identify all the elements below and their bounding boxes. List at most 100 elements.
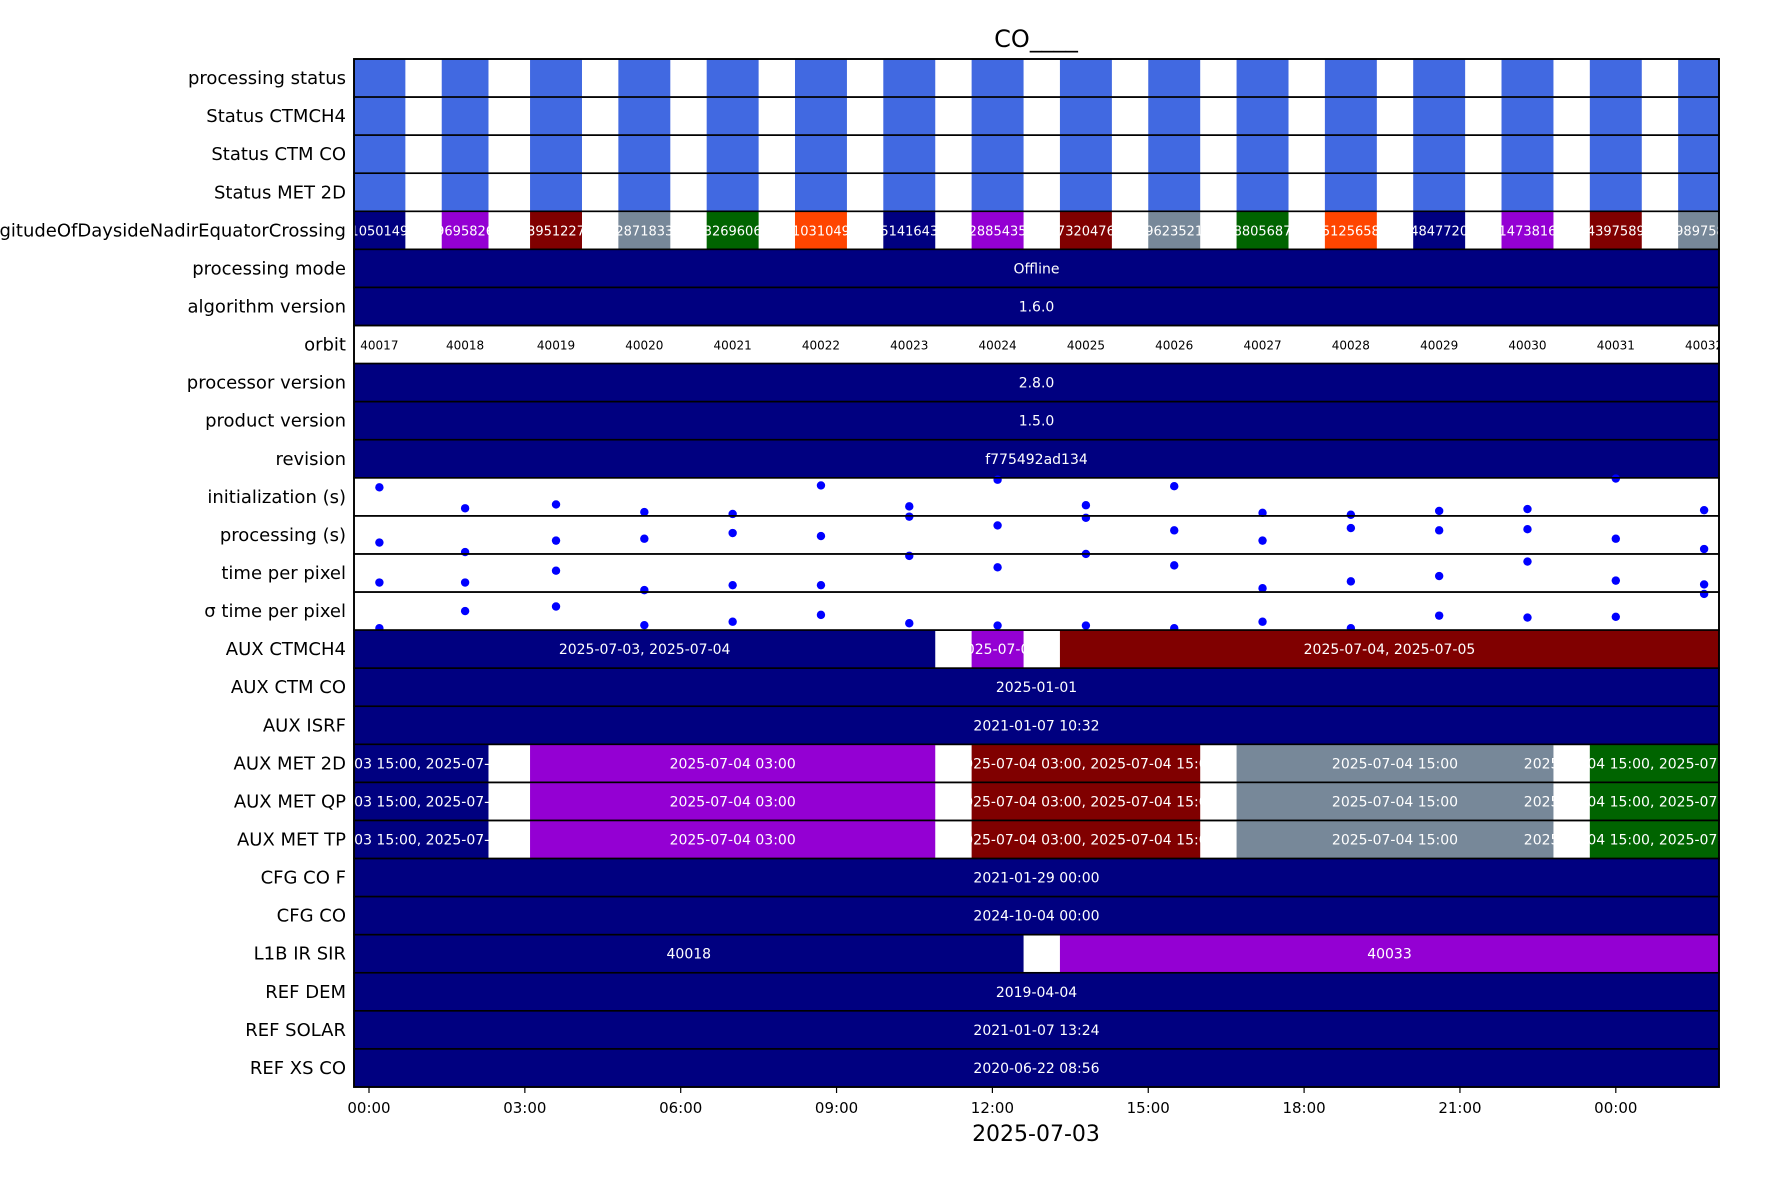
status-bar	[530, 97, 582, 136]
row-22: 2024-10-04 00:00	[353, 895, 1720, 936]
row-3	[353, 172, 1720, 213]
row-12	[353, 512, 1720, 557]
orbit-label: 40025	[1067, 339, 1105, 353]
row-label: AUX MET TP	[237, 830, 346, 851]
segment-bar	[1589, 744, 1719, 783]
row-label: product version	[205, 411, 346, 432]
status-bar	[1589, 173, 1642, 212]
status-bar	[1236, 59, 1289, 98]
segment-bar	[971, 744, 1201, 783]
segment-bar	[354, 1048, 1719, 1087]
segment-label: 2021-01-29 00:00	[973, 871, 1099, 887]
scatter-point	[816, 580, 826, 590]
segment-bar	[354, 896, 1719, 935]
status-bar	[1589, 135, 1642, 174]
segment-bar	[530, 744, 936, 783]
row-25: 2021-01-07 13:24	[353, 1010, 1720, 1050]
segment-label: 2025-07-04 15:00, 2025-07-05 03:00	[1524, 794, 1771, 810]
status-bar	[1324, 173, 1377, 212]
orbit-label: 40020	[625, 339, 663, 353]
segment-bar	[354, 744, 489, 783]
row-frame	[353, 591, 1720, 631]
status-bar	[1236, 97, 1289, 136]
scatter-point	[728, 509, 737, 519]
scatter-point	[1611, 576, 1621, 585]
x-tick-label: 09:00	[815, 1099, 858, 1117]
scatter-point	[1081, 513, 1091, 522]
row-label: AUX CTM CO	[231, 677, 346, 698]
row-9: 1.5.0	[353, 400, 1720, 441]
segment-label: 2025-01-01	[996, 680, 1077, 696]
status-bar	[971, 173, 1024, 212]
status-bar	[1059, 59, 1112, 98]
segment-label: 2021-01-07 10:32	[973, 718, 1099, 734]
scatter-point	[551, 602, 561, 611]
row-5: Offline	[353, 248, 1720, 289]
scatter-point	[640, 620, 649, 630]
row-label: REF DEM	[265, 982, 346, 1003]
row-frame	[353, 515, 1720, 555]
status-bar	[1413, 135, 1466, 174]
bar-value-label: 8805687	[1234, 224, 1292, 239]
status-bar	[1413, 97, 1466, 136]
bar-value-label: 9897582	[1675, 224, 1733, 239]
scatter-point	[1081, 621, 1091, 630]
status-bar	[1678, 135, 1719, 174]
x-tick-label: 21:00	[1438, 1099, 1481, 1117]
row-label: AUX MET QP	[234, 791, 346, 812]
status-bar	[1324, 97, 1377, 136]
row-8: 2.8.0	[353, 362, 1720, 403]
scatter-point	[1170, 481, 1179, 491]
status-bar	[441, 97, 489, 136]
status-bar	[1678, 59, 1719, 98]
scatter-point	[1346, 577, 1356, 586]
segment-label: 2.8.0	[1019, 376, 1055, 392]
status-bar	[530, 173, 582, 212]
scatter-point	[460, 504, 470, 513]
x-tick-label: 15:00	[1127, 1099, 1170, 1117]
status-bar	[618, 173, 671, 212]
segment-label: Offline	[1014, 261, 1060, 277]
status-bar	[1148, 135, 1201, 174]
segment-label: 2025-07-04 03:00, 2025-07-04 15:00	[955, 756, 1216, 772]
status-bar	[441, 135, 489, 174]
bar-value-label: 3951227	[527, 224, 585, 239]
status-bar	[618, 97, 671, 136]
status-bar	[706, 211, 759, 250]
chart-title: CO____	[994, 25, 1079, 53]
scatter-point	[1258, 617, 1267, 626]
segment-bar	[354, 630, 936, 669]
status-bar	[1413, 59, 1466, 98]
scatter-point	[375, 483, 384, 492]
segment-label: 2025-07-03, 2025-07-04	[559, 642, 731, 658]
scatter-point	[728, 528, 737, 538]
segment-bar	[1236, 744, 1554, 783]
scatter-point	[993, 475, 1002, 484]
status-bar	[1236, 211, 1289, 250]
scatter-point	[1434, 506, 1444, 516]
status-bar	[441, 211, 489, 250]
orbit-label: 40029	[1420, 339, 1458, 353]
scatter-point	[905, 502, 914, 511]
scatter-point	[1523, 613, 1532, 622]
status-bar	[1501, 97, 1554, 136]
segment-bar	[971, 820, 1201, 859]
segment-bar	[971, 782, 1201, 821]
x-tick-label: 00:00	[347, 1099, 390, 1117]
orbit-label: 40028	[1332, 339, 1370, 353]
plot-area: 1050149 9695826 3951227 2871833 3269606 10310…	[291, 58, 1771, 1088]
plot-frame	[353, 58, 1720, 1088]
status-bar	[1501, 211, 1554, 250]
row-24: 2019-04-04	[353, 971, 1720, 1012]
status-bar	[530, 135, 582, 174]
bar-value-label: 2885435	[969, 224, 1027, 239]
segment-bar	[354, 363, 1719, 402]
row-23: 40018 40033	[353, 933, 1720, 974]
row-label: initialization (s)	[207, 487, 346, 508]
segment-label: 2025-07-03 15:00, 2025-07-04 03:00	[291, 756, 552, 772]
segment-label: 2025-07-04 03:00, 2025-07-04 15:00	[955, 794, 1216, 810]
status-bar	[354, 211, 406, 250]
segment-bar	[354, 401, 1719, 440]
row-16: 2025-01-01	[353, 667, 1720, 708]
